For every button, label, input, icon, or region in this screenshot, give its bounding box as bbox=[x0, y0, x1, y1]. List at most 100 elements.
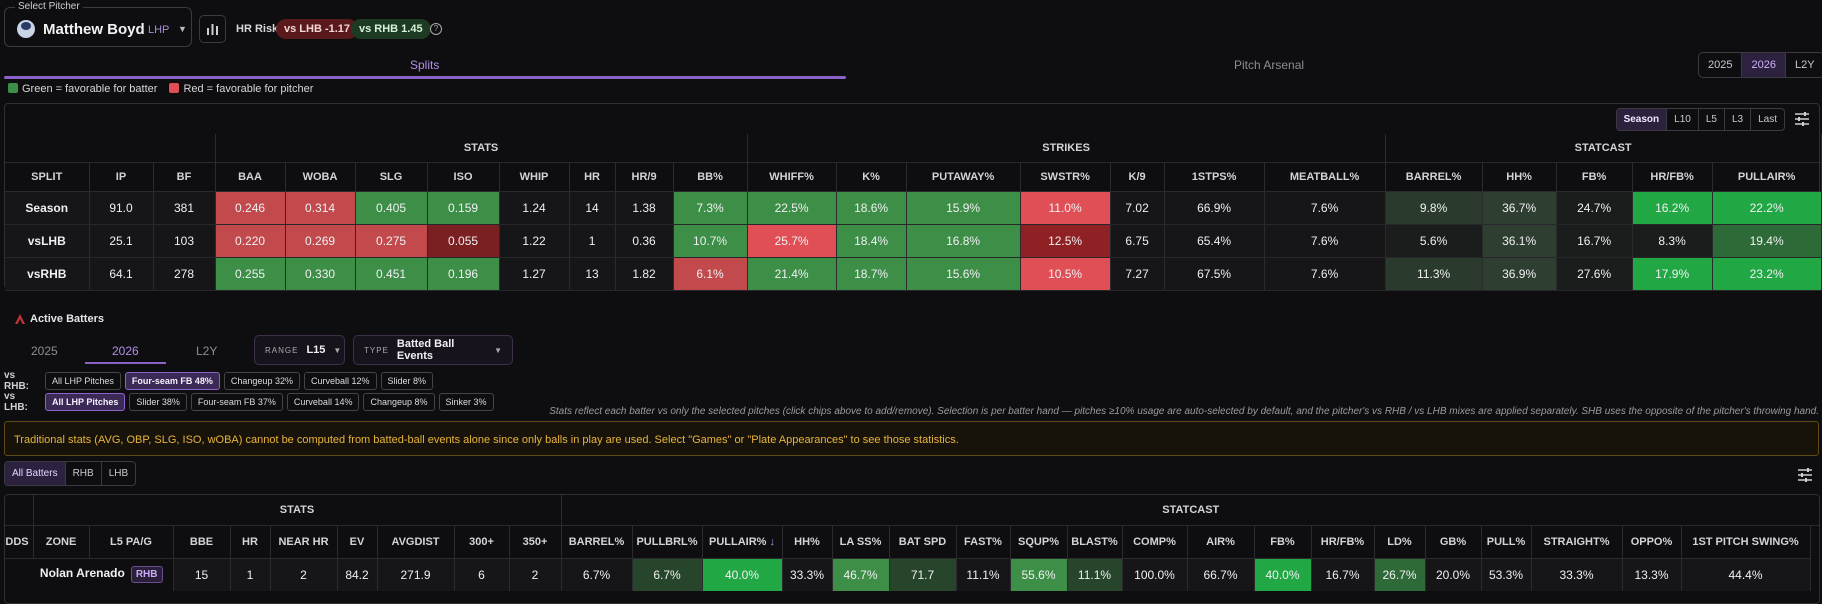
column-header[interactable]: NEAR HR bbox=[270, 525, 338, 559]
chip-lhb-four-seam[interactable]: Four-seam FB 37% bbox=[190, 393, 283, 411]
chip-lhb-changeup[interactable]: Changeup 8% bbox=[363, 393, 435, 411]
column-header[interactable]: HR bbox=[230, 525, 271, 559]
range-l5-button[interactable]: L5 bbox=[1699, 109, 1725, 130]
help-icon[interactable]: ? bbox=[430, 23, 442, 35]
column-header[interactable]: 350+ bbox=[509, 525, 562, 559]
ab-tab-l2y[interactable]: L2Y bbox=[196, 344, 218, 358]
filter-all-batters[interactable]: All Batters bbox=[5, 462, 66, 485]
column-header[interactable]: MEATBALL% bbox=[1264, 162, 1386, 192]
column-settings-icon[interactable] bbox=[1794, 112, 1810, 126]
table-cell: 11.1% bbox=[1067, 558, 1123, 591]
column-header[interactable]: BBE bbox=[173, 525, 231, 559]
range-season-button[interactable]: Season bbox=[1616, 109, 1668, 130]
column-header[interactable]: COMP% bbox=[1122, 525, 1188, 559]
column-header[interactable]: PULL% bbox=[1481, 525, 1532, 559]
column-header[interactable]: 1ST PITCH SWING% bbox=[1681, 525, 1811, 559]
ab-tab-2025[interactable]: 2025 bbox=[31, 344, 58, 358]
year-l2y-button[interactable]: L2Y bbox=[1794, 59, 1815, 71]
column-header[interactable]: EV bbox=[337, 525, 378, 559]
column-header[interactable]: WHIP bbox=[499, 162, 570, 192]
filter-rhb[interactable]: RHB bbox=[66, 462, 102, 485]
range-last-button[interactable]: Last bbox=[1758, 114, 1777, 125]
column-header[interactable]: HH% bbox=[1482, 162, 1557, 192]
column-header[interactable]: PULLAIR% bbox=[1712, 162, 1822, 192]
column-header[interactable]: ISO bbox=[427, 162, 500, 192]
column-header[interactable]: HR bbox=[569, 162, 616, 192]
column-header[interactable]: BLAST% bbox=[1067, 525, 1123, 559]
column-header[interactable]: SLG bbox=[355, 162, 428, 192]
chip-lhb-curveball[interactable]: Curveball 14% bbox=[286, 393, 360, 411]
chart-toggle-button[interactable] bbox=[199, 15, 226, 43]
column-header[interactable]: HH% bbox=[782, 525, 833, 559]
chip-rhb-four-seam[interactable]: Four-seam FB 48% bbox=[124, 372, 220, 390]
column-header[interactable]: SWSTR% bbox=[1020, 162, 1111, 192]
column-header[interactable]: WHIFF% bbox=[747, 162, 837, 192]
column-header[interactable]: FB% bbox=[1556, 162, 1633, 192]
chip-rhb-slider[interactable]: Slider 8% bbox=[380, 372, 434, 390]
column-header[interactable]: LA SS% bbox=[832, 525, 890, 559]
range-l10-button[interactable]: L10 bbox=[1667, 109, 1699, 130]
pitcher-select[interactable]: Select Pitcher Matthew Boyd LHP ▼ bbox=[4, 1, 192, 47]
type-select[interactable]: TYPE Batted Ball Events ▼ bbox=[353, 335, 513, 365]
column-header[interactable]: AIR% bbox=[1187, 525, 1255, 559]
table-cell: 20.0% bbox=[1425, 558, 1482, 591]
column-header[interactable]: PUTAWAY% bbox=[906, 162, 1021, 192]
column-header[interactable]: 300+ bbox=[454, 525, 510, 559]
column-header[interactable]: ZONE bbox=[33, 525, 90, 559]
column-header[interactable]: FB% bbox=[1254, 525, 1312, 559]
year-2026-button[interactable]: 2026 bbox=[1742, 53, 1786, 77]
pitcher-avatar bbox=[17, 20, 35, 38]
table-cell: 16.7% bbox=[1556, 224, 1633, 258]
column-header[interactable]: BAT SPD bbox=[889, 525, 957, 559]
column-header[interactable]: HR/FB% bbox=[1311, 525, 1375, 559]
color-legend: Green = favorable for batter Red = favor… bbox=[8, 83, 313, 95]
tab-pitch-arsenal[interactable]: Pitch Arsenal bbox=[1234, 58, 1305, 72]
column-header[interactable]: AVGDIST bbox=[377, 525, 455, 559]
range-select[interactable]: RANGE L15 ▼ bbox=[254, 335, 345, 365]
column-header[interactable]: OPPO% bbox=[1622, 525, 1682, 559]
column-header[interactable]: ODDS bbox=[5, 525, 34, 559]
column-header[interactable]: GB% bbox=[1425, 525, 1482, 559]
chip-lhb-all[interactable]: All LHP Pitches bbox=[45, 393, 126, 411]
column-header[interactable]: LD% bbox=[1374, 525, 1426, 559]
column-header[interactable]: BF bbox=[153, 162, 216, 192]
batters-group-stats: STATS bbox=[33, 495, 562, 526]
column-header[interactable]: IP bbox=[89, 162, 154, 192]
batter-name-cell[interactable]: Nolan Arenado RHB bbox=[5, 558, 174, 591]
chevron-down-icon: ▼ bbox=[333, 345, 342, 355]
chip-rhb-curveball[interactable]: Curveball 12% bbox=[303, 372, 377, 390]
column-header[interactable]: STRAIGHT% bbox=[1531, 525, 1623, 559]
column-header[interactable]: WOBA bbox=[285, 162, 356, 192]
table-cell: 7.3% bbox=[673, 191, 748, 225]
chip-lhb-sinker[interactable]: Sinker 3% bbox=[438, 393, 494, 411]
column-header[interactable]: PULLAIR% ↓ bbox=[702, 525, 783, 559]
table-cell: 40.0% bbox=[1254, 558, 1312, 591]
column-header[interactable]: PULLBRL% bbox=[632, 525, 703, 559]
column-header[interactable]: FAST% bbox=[956, 525, 1011, 559]
chip-lhb-slider[interactable]: Slider 38% bbox=[129, 393, 187, 411]
filter-lhb[interactable]: LHB bbox=[108, 468, 129, 479]
column-header[interactable]: BARREL% bbox=[1385, 162, 1483, 192]
column-header[interactable]: K% bbox=[836, 162, 907, 192]
column-header[interactable]: 1STPS% bbox=[1164, 162, 1265, 192]
ab-tab-2026[interactable]: 2026 bbox=[112, 344, 139, 358]
column-header[interactable]: SPLIT bbox=[5, 162, 90, 192]
column-header[interactable]: L5 PA/G bbox=[89, 525, 174, 559]
column-header[interactable]: SQUP% bbox=[1010, 525, 1068, 559]
range-l3-button[interactable]: L3 bbox=[1725, 109, 1752, 130]
year-2025-button[interactable]: 2025 bbox=[1699, 53, 1743, 77]
batter-column-settings-icon[interactable] bbox=[1797, 468, 1813, 482]
column-header[interactable]: HR/9 bbox=[615, 162, 674, 192]
chip-rhb-all[interactable]: All LHP Pitches bbox=[45, 372, 121, 390]
column-header[interactable]: BAA bbox=[215, 162, 286, 192]
column-header-label: STRAIGHT% bbox=[1543, 535, 1610, 548]
column-header[interactable]: BB% bbox=[673, 162, 748, 192]
column-header[interactable]: BARREL% bbox=[561, 525, 633, 559]
table-row[interactable]: Nolan Arenado RHB 15 1 2 84.2 271.9 6 2 6.7% 6.7% 4… bbox=[5, 558, 1819, 591]
table-cell: 278 bbox=[153, 257, 216, 291]
table-cell: 66.9% bbox=[1164, 191, 1265, 225]
column-header[interactable]: HR/FB% bbox=[1632, 162, 1713, 192]
chip-rhb-changeup[interactable]: Changeup 32% bbox=[223, 372, 300, 390]
column-header[interactable]: K/9 bbox=[1110, 162, 1165, 192]
tab-splits[interactable]: Splits bbox=[410, 58, 440, 72]
